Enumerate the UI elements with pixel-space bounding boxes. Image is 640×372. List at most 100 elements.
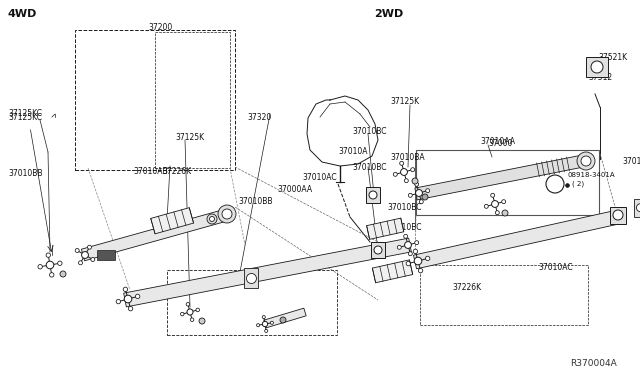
Circle shape xyxy=(411,168,415,171)
Text: 37521K: 37521K xyxy=(598,52,627,61)
Circle shape xyxy=(422,194,428,200)
Circle shape xyxy=(491,193,495,197)
Bar xyxy=(155,32,230,168)
Circle shape xyxy=(190,318,194,321)
Text: 37010A: 37010A xyxy=(338,148,367,157)
Circle shape xyxy=(502,210,508,216)
Circle shape xyxy=(262,315,266,319)
Circle shape xyxy=(406,262,410,266)
Circle shape xyxy=(484,204,488,208)
Bar xyxy=(75,30,235,170)
Text: 37010BA: 37010BA xyxy=(390,153,424,161)
Circle shape xyxy=(280,317,286,323)
Circle shape xyxy=(46,253,51,257)
Bar xyxy=(586,57,608,77)
Text: 37125KC: 37125KC xyxy=(8,112,42,122)
Circle shape xyxy=(116,299,120,304)
Circle shape xyxy=(394,172,397,176)
Text: 2WD: 2WD xyxy=(374,9,403,19)
Circle shape xyxy=(408,193,412,197)
Circle shape xyxy=(404,234,408,238)
Circle shape xyxy=(124,295,132,303)
Polygon shape xyxy=(264,308,306,328)
Circle shape xyxy=(369,191,377,199)
Text: 37000AA: 37000AA xyxy=(277,185,312,193)
Circle shape xyxy=(88,245,92,249)
Circle shape xyxy=(60,271,66,277)
Circle shape xyxy=(546,175,564,193)
Text: 4WD: 4WD xyxy=(8,9,37,19)
Text: 37010BC: 37010BC xyxy=(387,202,422,212)
Text: ( 2): ( 2) xyxy=(572,181,584,187)
Circle shape xyxy=(270,321,273,324)
Circle shape xyxy=(591,61,603,73)
Text: R370004A: R370004A xyxy=(570,359,617,369)
Text: 37010AA: 37010AA xyxy=(480,138,515,147)
Polygon shape xyxy=(151,208,193,234)
Circle shape xyxy=(404,241,412,248)
Polygon shape xyxy=(413,210,620,269)
Text: 37010BB: 37010BB xyxy=(238,198,273,206)
Circle shape xyxy=(136,294,140,299)
Circle shape xyxy=(404,179,408,183)
Text: 37010BC: 37010BC xyxy=(352,128,387,137)
Bar xyxy=(420,265,588,325)
Text: 37125K: 37125K xyxy=(175,132,204,141)
Circle shape xyxy=(76,248,79,253)
Polygon shape xyxy=(367,218,404,239)
Text: 37512: 37512 xyxy=(588,73,612,81)
Circle shape xyxy=(400,161,404,165)
Circle shape xyxy=(426,189,429,193)
Polygon shape xyxy=(415,155,584,200)
Text: N: N xyxy=(552,180,558,189)
Polygon shape xyxy=(372,260,413,283)
Circle shape xyxy=(577,152,595,170)
Text: 37000: 37000 xyxy=(488,140,513,148)
Circle shape xyxy=(581,156,591,166)
Circle shape xyxy=(414,257,422,265)
Text: 37200: 37200 xyxy=(148,23,172,32)
Circle shape xyxy=(401,169,408,176)
Text: 37010BC: 37010BC xyxy=(387,222,422,231)
Bar xyxy=(366,187,380,203)
Text: 37010AC: 37010AC xyxy=(538,263,573,272)
Polygon shape xyxy=(81,208,232,261)
Bar xyxy=(371,242,385,258)
Circle shape xyxy=(196,308,200,312)
Circle shape xyxy=(613,210,623,220)
Circle shape xyxy=(636,204,640,212)
Circle shape xyxy=(187,309,193,315)
Circle shape xyxy=(502,200,506,203)
Text: 37226K: 37226K xyxy=(452,282,481,292)
Circle shape xyxy=(180,312,184,316)
Bar xyxy=(97,250,115,260)
Circle shape xyxy=(209,217,214,221)
Circle shape xyxy=(412,178,418,184)
Text: 37010B: 37010B xyxy=(622,157,640,167)
Circle shape xyxy=(81,251,88,259)
Text: 37320: 37320 xyxy=(247,112,271,122)
Circle shape xyxy=(265,329,268,333)
Circle shape xyxy=(79,261,83,265)
Text: 37010BB: 37010BB xyxy=(8,170,42,179)
Bar xyxy=(634,199,640,217)
Circle shape xyxy=(408,252,412,256)
Text: 37226K: 37226K xyxy=(162,167,191,176)
Bar xyxy=(167,270,337,335)
Circle shape xyxy=(415,182,419,186)
Circle shape xyxy=(397,246,401,249)
Circle shape xyxy=(38,264,42,269)
Circle shape xyxy=(262,321,268,327)
Circle shape xyxy=(495,211,499,215)
Bar xyxy=(244,269,259,288)
Circle shape xyxy=(415,241,419,245)
Text: 37010AB: 37010AB xyxy=(133,167,168,176)
Circle shape xyxy=(415,190,422,196)
Circle shape xyxy=(58,261,62,266)
Circle shape xyxy=(374,246,382,254)
Circle shape xyxy=(246,273,257,283)
Text: 37125KC: 37125KC xyxy=(8,109,42,119)
Circle shape xyxy=(124,287,127,292)
Circle shape xyxy=(207,214,217,224)
Circle shape xyxy=(222,209,232,219)
